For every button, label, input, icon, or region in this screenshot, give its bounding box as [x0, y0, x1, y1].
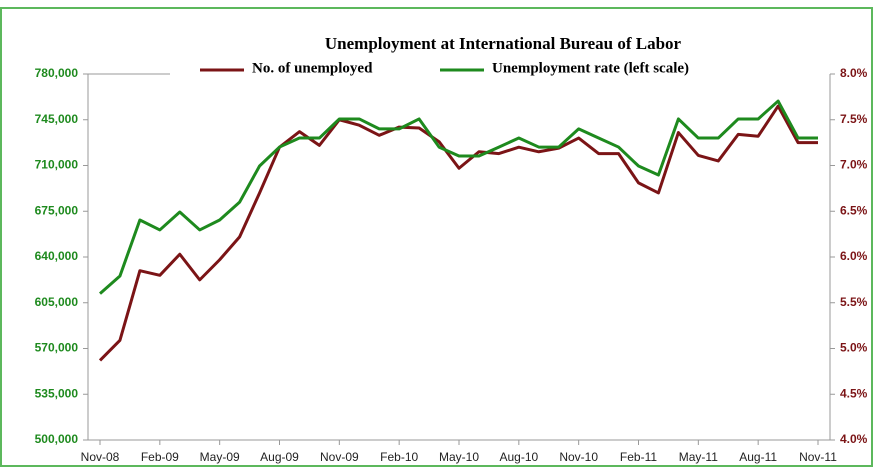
- x-tick-label: Nov-11: [799, 450, 837, 464]
- y-tick-label: 500,000: [35, 432, 79, 446]
- y2-tick-label: 5.5%: [840, 295, 868, 309]
- x-tick-label: Nov-09: [320, 450, 359, 464]
- y-tick-label: 710,000: [35, 158, 79, 172]
- legend-label: Unemployment rate (left scale): [492, 60, 689, 76]
- x-tick-label: Aug-10: [499, 450, 538, 464]
- y2-tick-label: 4.0%: [840, 432, 868, 446]
- x-tick-label: Feb-09: [141, 450, 179, 464]
- y2-tick-label: 4.5%: [840, 386, 868, 400]
- x-tick-label: Feb-10: [380, 450, 418, 464]
- legend-label: No. of unemployed: [252, 60, 373, 76]
- frame: [0, 7, 873, 467]
- y2-tick-label: 6.0%: [840, 249, 868, 263]
- x-tick-label: Feb-11: [620, 450, 657, 464]
- y2-tick-label: 7.0%: [840, 158, 868, 172]
- x-tick-label: Aug-09: [260, 450, 299, 464]
- y-tick-label: 640,000: [35, 249, 79, 263]
- chart-title: Unemployment at International Bureau of …: [325, 34, 682, 53]
- series-line: [99, 99, 818, 295]
- y-tick-label: 535,000: [35, 386, 79, 400]
- y2-tick-label: 5.0%: [840, 341, 868, 355]
- y-tick-label: 675,000: [35, 203, 79, 217]
- x-tick-label: May-11: [679, 450, 718, 464]
- y2-tick-label: 7.5%: [840, 112, 868, 126]
- y-tick-label: 605,000: [35, 295, 79, 309]
- x-tick-label: May-10: [439, 450, 479, 464]
- y2-tick-label: 8.0%: [840, 66, 868, 80]
- y-tick-label: 570,000: [35, 341, 79, 355]
- x-tick-label: Aug-11: [739, 450, 777, 464]
- y-tick-label: 780,000: [35, 66, 79, 80]
- series-line: [98, 104, 818, 362]
- x-tick-label: Nov-10: [559, 450, 598, 464]
- y2-tick-label: 6.5%: [840, 203, 868, 217]
- x-tick-label: Nov-08: [81, 450, 120, 464]
- x-tick-label: May-09: [200, 450, 240, 464]
- y-tick-label: 745,000: [35, 112, 79, 126]
